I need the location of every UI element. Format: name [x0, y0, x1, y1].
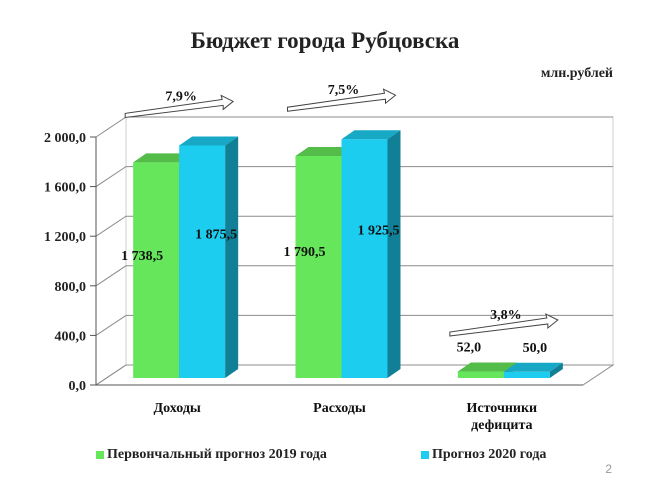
data-label-2-0: 52,0 — [457, 341, 482, 356]
gridline — [95, 265, 613, 287]
gridline — [95, 314, 613, 336]
page-number: 2 — [605, 462, 612, 476]
bar-2-0 — [457, 371, 504, 378]
bar-top-0-1 — [179, 136, 239, 146]
y-tick-label: 0,0 — [69, 379, 87, 394]
bar-2-1 — [503, 371, 550, 378]
data-label-1-1: 1 925,5 — [358, 224, 400, 239]
growth-arrow-0 — [124, 94, 235, 119]
x-category-label-0: Доходы — [153, 401, 200, 416]
legend-swatch-green — [96, 451, 104, 459]
chart-title: Бюджет города Рубцовска — [190, 28, 460, 53]
growth-arrow-2 — [449, 313, 559, 337]
y-tick-label: 800,0 — [55, 280, 87, 295]
gridline — [95, 215, 613, 237]
bar-0-0 — [133, 162, 180, 378]
bar-top-1-1 — [341, 130, 401, 140]
bar-1-1 — [341, 139, 388, 378]
bar-side-2-1 — [549, 362, 563, 378]
bar-1-0 — [295, 155, 342, 378]
y-tick-label: 400,0 — [55, 329, 87, 344]
x-category-label-2: Источники дефицита — [467, 401, 538, 433]
bar-top-1-0 — [295, 146, 355, 156]
y-tick-label: 1 600,0 — [44, 181, 86, 196]
unit-label: млн.рублей — [540, 66, 613, 81]
growth-annotation-1: 7,5% — [328, 83, 360, 98]
bar-side-1-1 — [387, 130, 401, 378]
x-category-label-1: Расходы — [313, 401, 366, 416]
bar-top-2-1 — [503, 362, 563, 372]
bar-top-0-0 — [133, 153, 193, 163]
bar-top-2-0 — [457, 362, 517, 372]
y-tick-label: 1 200,0 — [44, 230, 86, 245]
growth-arrow-1 — [287, 88, 397, 112]
legend-swatch-cyan — [421, 451, 429, 459]
legend-item-2020: Прогноз 2020 года — [421, 447, 546, 463]
y-tick-label: 2 000,0 — [44, 131, 86, 146]
data-label-2-1: 50,0 — [523, 341, 548, 356]
gridline — [95, 166, 613, 188]
bar-side-0-1 — [225, 136, 239, 378]
bar-0-1 — [179, 145, 226, 378]
data-label-0-0: 1 738,5 — [121, 249, 163, 264]
growth-annotation-0: 7,9% — [165, 89, 197, 104]
data-label-1-0: 1 790,5 — [284, 245, 326, 260]
legend-item-2019: Первончальный прогноз 2019 года — [96, 447, 327, 463]
legend-label-2020: Прогноз 2020 года — [432, 447, 547, 462]
legend-label-2019: Первончальный прогноз 2019 года — [107, 447, 327, 462]
growth-annotation-2: 3,8% — [490, 308, 522, 323]
data-label-0-1: 1 875,5 — [195, 227, 237, 242]
